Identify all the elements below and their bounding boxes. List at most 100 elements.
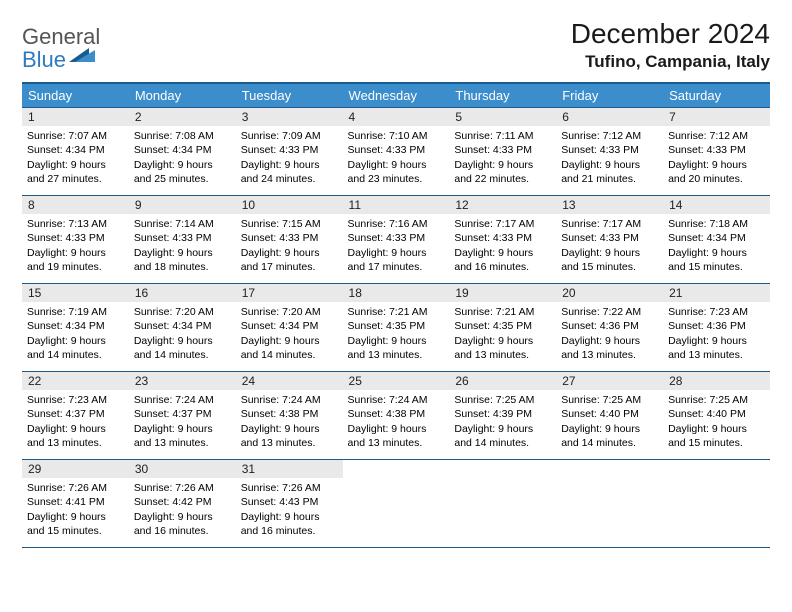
day-text: Sunrise: 7:17 AMSunset: 4:33 PMDaylight:… (556, 214, 663, 279)
day-number: 30 (129, 460, 236, 478)
day-text: Sunrise: 7:25 AMSunset: 4:40 PMDaylight:… (663, 390, 770, 455)
day-number: 10 (236, 196, 343, 214)
weekday-header-row: SundayMondayTuesdayWednesdayThursdayFrid… (22, 83, 770, 108)
day-number: 1 (22, 108, 129, 126)
table-row: 8Sunrise: 7:13 AMSunset: 4:33 PMDaylight… (22, 196, 770, 284)
logo: General Blue (22, 18, 100, 71)
day-cell: 2Sunrise: 7:08 AMSunset: 4:34 PMDaylight… (129, 108, 236, 196)
day-number: 18 (343, 284, 450, 302)
table-row: 15Sunrise: 7:19 AMSunset: 4:34 PMDayligh… (22, 284, 770, 372)
day-cell: 16Sunrise: 7:20 AMSunset: 4:34 PMDayligh… (129, 284, 236, 372)
day-number: 8 (22, 196, 129, 214)
day-text: Sunrise: 7:13 AMSunset: 4:33 PMDaylight:… (22, 214, 129, 279)
day-number: 19 (449, 284, 556, 302)
day-text: Sunrise: 7:14 AMSunset: 4:33 PMDaylight:… (129, 214, 236, 279)
day-text: Sunrise: 7:26 AMSunset: 4:43 PMDaylight:… (236, 478, 343, 543)
weekday-header: Wednesday (343, 83, 450, 108)
day-number: 7 (663, 108, 770, 126)
day-cell: 23Sunrise: 7:24 AMSunset: 4:37 PMDayligh… (129, 372, 236, 460)
day-cell: 11Sunrise: 7:16 AMSunset: 4:33 PMDayligh… (343, 196, 450, 284)
day-number: 2 (129, 108, 236, 126)
table-row: 29Sunrise: 7:26 AMSunset: 4:41 PMDayligh… (22, 460, 770, 548)
day-text: Sunrise: 7:17 AMSunset: 4:33 PMDaylight:… (449, 214, 556, 279)
day-number: 12 (449, 196, 556, 214)
day-text: Sunrise: 7:21 AMSunset: 4:35 PMDaylight:… (449, 302, 556, 367)
day-text: Sunrise: 7:25 AMSunset: 4:39 PMDaylight:… (449, 390, 556, 455)
day-number: 25 (343, 372, 450, 390)
logo-line2: Blue (22, 49, 66, 71)
day-number: 5 (449, 108, 556, 126)
day-cell: 10Sunrise: 7:15 AMSunset: 4:33 PMDayligh… (236, 196, 343, 284)
day-cell: .. (449, 460, 556, 548)
location: Tufino, Campania, Italy (571, 52, 770, 72)
day-text: Sunrise: 7:07 AMSunset: 4:34 PMDaylight:… (22, 126, 129, 191)
day-number: 21 (663, 284, 770, 302)
day-number: 24 (236, 372, 343, 390)
day-cell: 14Sunrise: 7:18 AMSunset: 4:34 PMDayligh… (663, 196, 770, 284)
day-text: Sunrise: 7:08 AMSunset: 4:34 PMDaylight:… (129, 126, 236, 191)
month-title: December 2024 (571, 18, 770, 50)
day-text: Sunrise: 7:24 AMSunset: 4:38 PMDaylight:… (343, 390, 450, 455)
day-cell: 28Sunrise: 7:25 AMSunset: 4:40 PMDayligh… (663, 372, 770, 460)
day-number: 22 (22, 372, 129, 390)
day-cell: 31Sunrise: 7:26 AMSunset: 4:43 PMDayligh… (236, 460, 343, 548)
weekday-header: Sunday (22, 83, 129, 108)
table-row: 1Sunrise: 7:07 AMSunset: 4:34 PMDaylight… (22, 108, 770, 196)
title-block: December 2024 Tufino, Campania, Italy (571, 18, 770, 72)
weekday-header: Tuesday (236, 83, 343, 108)
day-cell: 26Sunrise: 7:25 AMSunset: 4:39 PMDayligh… (449, 372, 556, 460)
day-cell: 5Sunrise: 7:11 AMSunset: 4:33 PMDaylight… (449, 108, 556, 196)
day-text: Sunrise: 7:23 AMSunset: 4:36 PMDaylight:… (663, 302, 770, 367)
day-text: Sunrise: 7:21 AMSunset: 4:35 PMDaylight:… (343, 302, 450, 367)
day-cell: 3Sunrise: 7:09 AMSunset: 4:33 PMDaylight… (236, 108, 343, 196)
day-number: 4 (343, 108, 450, 126)
day-number: 15 (22, 284, 129, 302)
day-text: Sunrise: 7:26 AMSunset: 4:41 PMDaylight:… (22, 478, 129, 543)
day-text: Sunrise: 7:24 AMSunset: 4:37 PMDaylight:… (129, 390, 236, 455)
day-number: 11 (343, 196, 450, 214)
day-text: Sunrise: 7:15 AMSunset: 4:33 PMDaylight:… (236, 214, 343, 279)
day-number: 31 (236, 460, 343, 478)
table-row: 22Sunrise: 7:23 AMSunset: 4:37 PMDayligh… (22, 372, 770, 460)
logo-line1: General (22, 26, 100, 48)
day-cell: 24Sunrise: 7:24 AMSunset: 4:38 PMDayligh… (236, 372, 343, 460)
day-text: Sunrise: 7:20 AMSunset: 4:34 PMDaylight:… (236, 302, 343, 367)
day-number: 13 (556, 196, 663, 214)
day-number: 16 (129, 284, 236, 302)
day-number: 14 (663, 196, 770, 214)
day-text: Sunrise: 7:10 AMSunset: 4:33 PMDaylight:… (343, 126, 450, 191)
day-number: 28 (663, 372, 770, 390)
day-text: Sunrise: 7:09 AMSunset: 4:33 PMDaylight:… (236, 126, 343, 191)
weekday-header: Monday (129, 83, 236, 108)
day-cell: 19Sunrise: 7:21 AMSunset: 4:35 PMDayligh… (449, 284, 556, 372)
day-cell: 25Sunrise: 7:24 AMSunset: 4:38 PMDayligh… (343, 372, 450, 460)
day-cell: 27Sunrise: 7:25 AMSunset: 4:40 PMDayligh… (556, 372, 663, 460)
day-cell: 21Sunrise: 7:23 AMSunset: 4:36 PMDayligh… (663, 284, 770, 372)
day-text: Sunrise: 7:18 AMSunset: 4:34 PMDaylight:… (663, 214, 770, 279)
day-cell: 30Sunrise: 7:26 AMSunset: 4:42 PMDayligh… (129, 460, 236, 548)
day-text: Sunrise: 7:11 AMSunset: 4:33 PMDaylight:… (449, 126, 556, 191)
day-cell: 12Sunrise: 7:17 AMSunset: 4:33 PMDayligh… (449, 196, 556, 284)
day-text: Sunrise: 7:23 AMSunset: 4:37 PMDaylight:… (22, 390, 129, 455)
day-number: 6 (556, 108, 663, 126)
day-cell: 7Sunrise: 7:12 AMSunset: 4:33 PMDaylight… (663, 108, 770, 196)
day-number: 20 (556, 284, 663, 302)
day-number: 26 (449, 372, 556, 390)
day-text: Sunrise: 7:12 AMSunset: 4:33 PMDaylight:… (556, 126, 663, 191)
day-number: 27 (556, 372, 663, 390)
day-text: Sunrise: 7:22 AMSunset: 4:36 PMDaylight:… (556, 302, 663, 367)
day-cell: 1Sunrise: 7:07 AMSunset: 4:34 PMDaylight… (22, 108, 129, 196)
day-cell: 4Sunrise: 7:10 AMSunset: 4:33 PMDaylight… (343, 108, 450, 196)
day-text: Sunrise: 7:20 AMSunset: 4:34 PMDaylight:… (129, 302, 236, 367)
day-number: 23 (129, 372, 236, 390)
day-number: 3 (236, 108, 343, 126)
day-text: Sunrise: 7:24 AMSunset: 4:38 PMDaylight:… (236, 390, 343, 455)
day-cell: 15Sunrise: 7:19 AMSunset: 4:34 PMDayligh… (22, 284, 129, 372)
day-cell: 6Sunrise: 7:12 AMSunset: 4:33 PMDaylight… (556, 108, 663, 196)
day-cell: 9Sunrise: 7:14 AMSunset: 4:33 PMDaylight… (129, 196, 236, 284)
day-number: 9 (129, 196, 236, 214)
calendar-table: SundayMondayTuesdayWednesdayThursdayFrid… (22, 82, 770, 548)
day-cell: 22Sunrise: 7:23 AMSunset: 4:37 PMDayligh… (22, 372, 129, 460)
day-number: 17 (236, 284, 343, 302)
day-text: Sunrise: 7:12 AMSunset: 4:33 PMDaylight:… (663, 126, 770, 191)
